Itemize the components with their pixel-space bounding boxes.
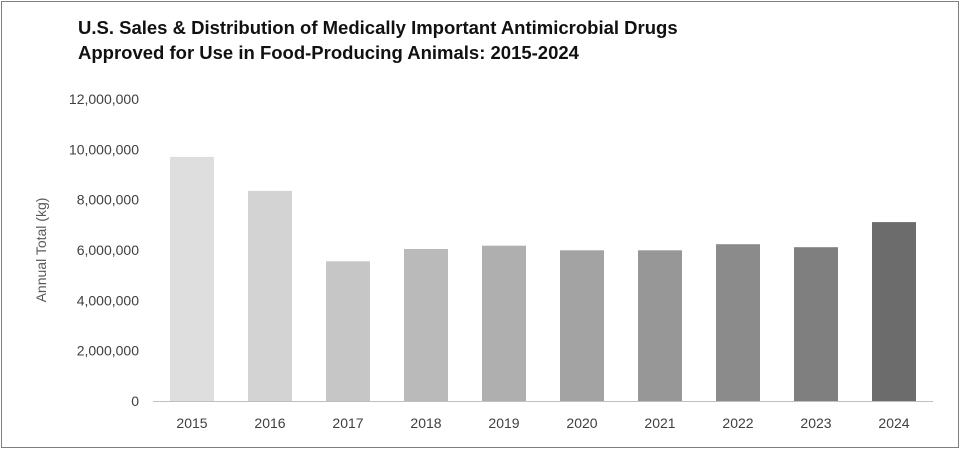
bar-2016	[248, 190, 292, 401]
y-axis-ticks: 0 2,000,000 4,000,000 6,000,000 8,000,000 10,…	[69, 91, 139, 409]
x-tick-label: 2021	[644, 415, 675, 431]
x-tick-label: 2017	[332, 415, 363, 431]
x-axis-ticks: 2015 2016 2017 2018 2019 2020 2021 2022 2023 2024	[176, 415, 909, 431]
bar-2021	[638, 250, 682, 401]
bar-2024	[872, 222, 916, 401]
chart-title: U.S. Sales & Distribution of Medically I…	[78, 15, 678, 65]
bar-2020	[560, 250, 604, 401]
x-tick-label: 2023	[800, 415, 831, 431]
bar-2023	[794, 247, 838, 401]
chart-title-line-1: U.S. Sales & Distribution of Medically I…	[78, 17, 678, 38]
bar-2022	[716, 244, 760, 401]
bar-2018	[404, 249, 448, 401]
x-tick-label: 2018	[410, 415, 441, 431]
x-tick-label: 2019	[488, 415, 519, 431]
y-tick-label: 6,000,000	[77, 242, 139, 258]
bar-2017	[326, 261, 370, 401]
x-tick-label: 2024	[878, 415, 909, 431]
y-tick-label: 8,000,000	[77, 192, 139, 208]
bar-2019	[482, 245, 526, 401]
x-tick-label: 2016	[254, 415, 285, 431]
y-tick-label: 4,000,000	[77, 292, 139, 308]
x-tick-label: 2020	[566, 415, 597, 431]
y-tick-label: 12,000,000	[69, 91, 139, 107]
y-tick-label: 2,000,000	[77, 343, 139, 359]
y-tick-label: 10,000,000	[69, 141, 139, 157]
x-tick-label: 2022	[722, 415, 753, 431]
y-tick-label: 0	[131, 393, 139, 409]
x-tick-label: 2015	[176, 415, 207, 431]
chart-title-line-2: Approved for Use in Food-Producing Anima…	[78, 42, 579, 63]
bar-2015	[170, 156, 214, 401]
bars	[170, 156, 916, 401]
y-axis-label: Annual Total (kg)	[33, 198, 49, 303]
